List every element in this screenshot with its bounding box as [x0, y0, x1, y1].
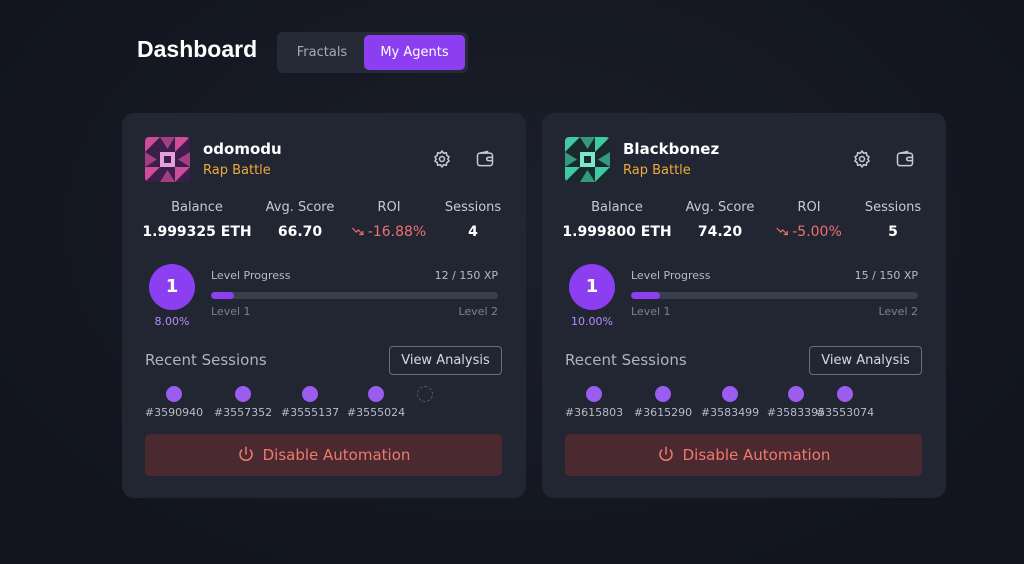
stat-value: 66.70: [277, 224, 323, 240]
session-dot[interactable]: [788, 386, 804, 402]
progress-bar: [631, 292, 918, 299]
session-id: #3555024: [346, 406, 406, 419]
session-id: #3555137: [280, 406, 340, 419]
session-dot[interactable]: [368, 386, 384, 402]
stat-label: Balance: [171, 200, 223, 215]
level-to: Level 2: [878, 305, 918, 318]
roi-value: -5.00%: [792, 224, 842, 240]
view-analysis-button[interactable]: View Analysis: [389, 346, 502, 375]
session-dot[interactable]: [166, 386, 182, 402]
wallet-button[interactable]: [475, 149, 495, 173]
stat-value: 5: [888, 224, 898, 240]
stat-label: Balance: [591, 200, 643, 215]
agent-category: Rap Battle: [203, 163, 271, 178]
level-from: Level 1: [631, 305, 671, 318]
agent-avatar: [145, 137, 190, 182]
stat-value: 1.999325 ETH: [142, 224, 252, 240]
power-icon: [658, 446, 673, 462]
avatar-image: [145, 137, 190, 182]
disable-automation-button[interactable]: Disable Automation: [145, 434, 502, 476]
tab-group: Fractals My Agents: [277, 32, 468, 73]
stat-label: Sessions: [444, 200, 502, 215]
session-id: #3553074: [815, 406, 875, 419]
avatar-image: [565, 137, 610, 182]
session-dot[interactable]: [837, 386, 853, 402]
level-percent: 10.00%: [571, 315, 613, 328]
progress-title: Level Progress: [631, 269, 711, 282]
session-id: #3615290: [633, 406, 693, 419]
stat-label: Avg. Score: [685, 200, 755, 215]
page-title: Dashboard: [137, 36, 258, 62]
stat-value: 74.20: [697, 224, 743, 240]
agent-category: Rap Battle: [623, 163, 691, 178]
level-from: Level 1: [211, 305, 251, 318]
progress-fill: [211, 292, 234, 299]
button-label: Disable Automation: [682, 446, 831, 464]
power-icon: [238, 446, 253, 462]
stat-label: Avg. Score: [265, 200, 335, 215]
agent-card: Blackbonez Rap Battle Balance 1.999800 ETH A…: [542, 113, 946, 498]
agent-name: Blackbonez: [623, 140, 720, 158]
level-badge: 1: [569, 264, 615, 310]
roi-value: -16.88%: [367, 224, 427, 240]
level-badge: 1: [149, 264, 195, 310]
view-analysis-button[interactable]: View Analysis: [809, 346, 922, 375]
tab[interactable]: Fractals: [296, 45, 348, 60]
progress-title: Level Progress: [211, 269, 291, 282]
settings-button[interactable]: [432, 149, 452, 173]
session-placeholder: [417, 386, 433, 402]
agent-name: odomodu: [203, 140, 282, 158]
stat-label: ROI: [377, 200, 401, 215]
stat-value: 4: [468, 224, 478, 240]
settings-icon: [434, 149, 450, 169]
xp-text: 15 / 150 XP: [854, 269, 918, 282]
level-to: Level 2: [458, 305, 498, 318]
stat-label: Sessions: [864, 200, 922, 215]
tab[interactable]: My Agents: [364, 35, 465, 70]
session-dot[interactable]: [655, 386, 671, 402]
trend-down-icon: [776, 227, 788, 236]
session-dot[interactable]: [586, 386, 602, 402]
xp-text: 12 / 150 XP: [434, 269, 498, 282]
stat-value: 1.999800 ETH: [562, 224, 672, 240]
session-dot[interactable]: [722, 386, 738, 402]
agent-card: odomodu Rap Battle Balance 1.999325 ETH Avg.…: [122, 113, 526, 498]
wallet-icon: [896, 150, 914, 167]
level-percent: 8.00%: [154, 315, 190, 328]
stat-value: -16.88%: [351, 224, 427, 240]
stat-value: -5.00%: [776, 224, 842, 240]
settings-icon: [854, 149, 870, 169]
session-dot[interactable]: [302, 386, 318, 402]
progress-bar: [211, 292, 498, 299]
stat-label: ROI: [797, 200, 821, 215]
session-id: #3615803: [564, 406, 624, 419]
agent-avatar: [565, 137, 610, 182]
session-id: #3557352: [213, 406, 273, 419]
disable-automation-button[interactable]: Disable Automation: [565, 434, 922, 476]
wallet-icon: [476, 150, 494, 167]
wallet-button[interactable]: [895, 149, 915, 173]
session-id: #3590940: [144, 406, 204, 419]
session-dot[interactable]: [235, 386, 251, 402]
settings-button[interactable]: [852, 149, 872, 173]
progress-fill: [631, 292, 660, 299]
session-id: #3583395: [766, 406, 826, 419]
trend-down-icon: [351, 227, 364, 236]
sessions-title: Recent Sessions: [565, 351, 687, 369]
sessions-title: Recent Sessions: [145, 351, 267, 369]
button-label: Disable Automation: [262, 446, 411, 464]
session-id: #3583499: [700, 406, 760, 419]
